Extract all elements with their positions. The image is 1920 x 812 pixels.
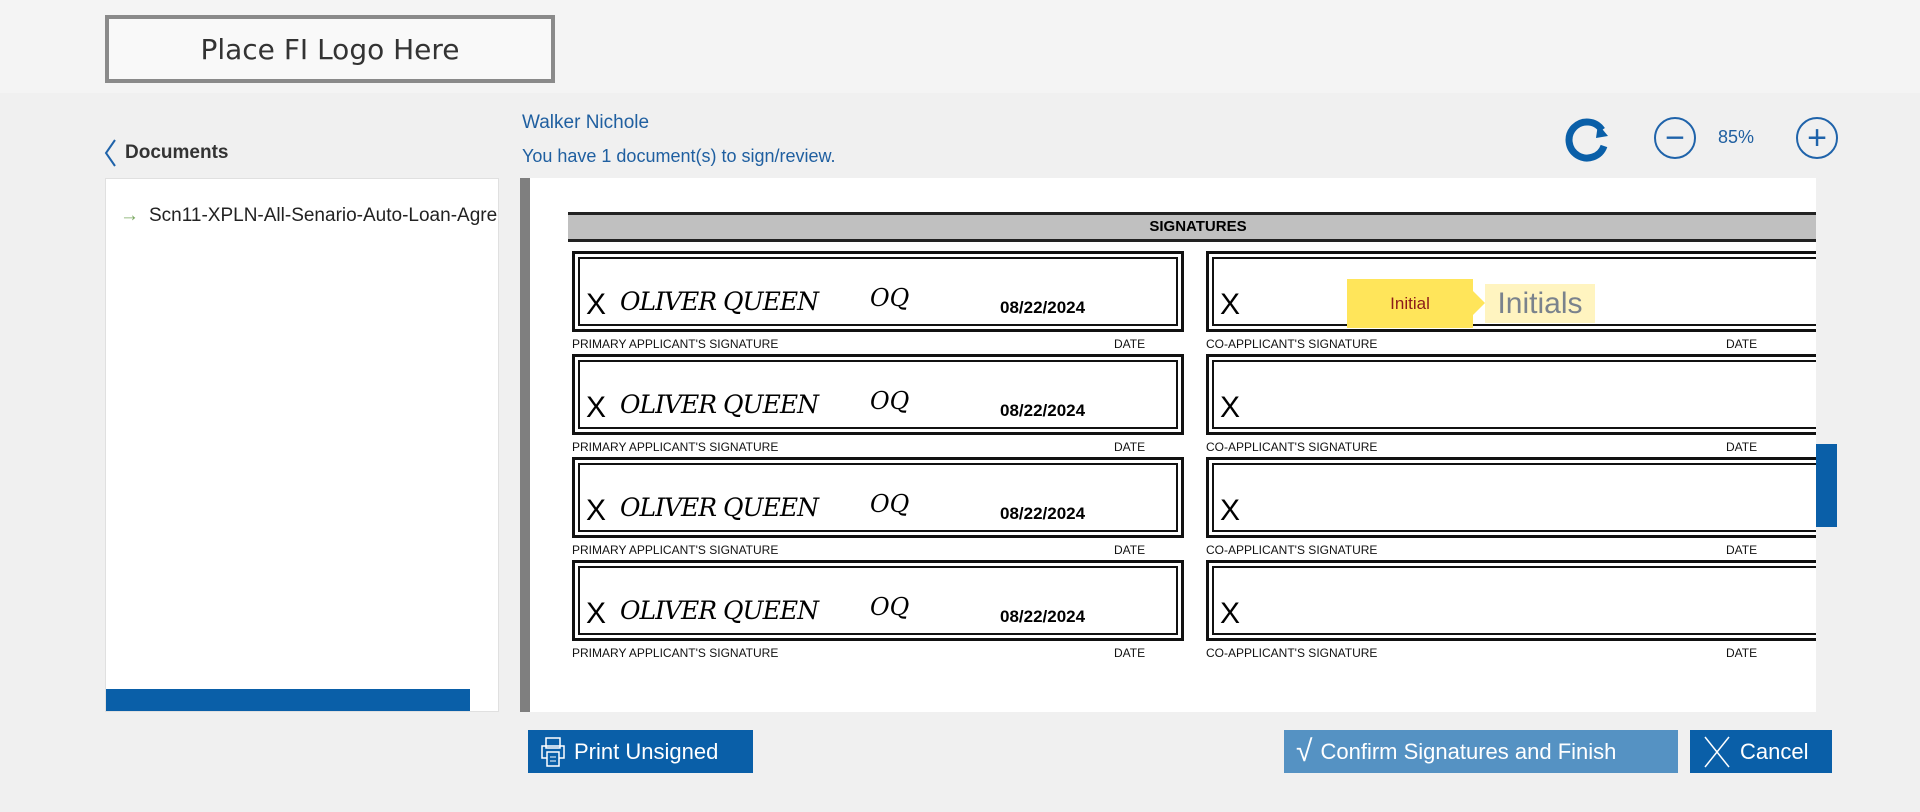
- x-mark: X: [1220, 288, 1241, 321]
- date-label: DATE: [1726, 646, 1758, 660]
- document-name: Scn11-XPLN-All-Senario-Auto-Loan-Agreeme…: [149, 205, 498, 226]
- date-label: DATE: [1726, 440, 1758, 454]
- primary-signature-box: X OLIVER QUEEN OQ 08/22/2024: [572, 251, 1184, 332]
- signature-date: 08/22/2024: [1000, 401, 1086, 420]
- x-mark: X: [586, 391, 607, 424]
- print-label: Print Unsigned: [574, 738, 719, 764]
- printer-icon: [541, 736, 565, 767]
- primary-signature-label: PRIMARY APPLICANT'S SIGNATURE: [572, 543, 779, 557]
- document-list-item[interactable]: → Scn11-XPLN-All-Senario-Auto-Loan-Agreem…: [120, 205, 498, 227]
- rotate-icon[interactable]: [1562, 116, 1614, 164]
- co-signature-label: CO-APPLICANT'S SIGNATURE: [1206, 440, 1378, 454]
- primary-initials[interactable]: OQ: [870, 387, 910, 415]
- primary-initials[interactable]: OQ: [870, 490, 910, 518]
- date-label: DATE: [1726, 543, 1758, 557]
- fi-logo-placeholder: Place FI Logo Here: [105, 15, 555, 83]
- user-name: Walker Nichole: [522, 112, 650, 133]
- co-signature-label: CO-APPLICANT'S SIGNATURE: [1206, 543, 1378, 557]
- co-signature-box[interactable]: X: [1206, 354, 1816, 435]
- x-mark: X: [586, 494, 607, 527]
- signature-date: 08/22/2024: [1000, 298, 1086, 317]
- checkmark-icon: √: [1296, 734, 1313, 768]
- viewer-toolbar: − 85% +: [1560, 112, 1850, 164]
- primary-signature[interactable]: OLIVER QUEEN: [620, 596, 819, 625]
- primary-signature[interactable]: OLIVER QUEEN: [620, 287, 819, 316]
- x-mark: X: [1220, 391, 1241, 424]
- date-label: DATE: [1114, 337, 1146, 351]
- primary-signature-box: X OLIVER QUEEN OQ 08/22/2024: [572, 560, 1184, 641]
- zoom-level: 85%: [1718, 127, 1755, 147]
- co-signature-box[interactable]: X: [1206, 560, 1816, 641]
- section-title: SIGNATURES: [568, 212, 1816, 242]
- zoom-out-button[interactable]: −: [1654, 117, 1696, 159]
- minus-icon: −: [1665, 119, 1685, 157]
- horizontal-scrollbar[interactable]: [106, 689, 470, 711]
- chevron-left-icon: [104, 139, 116, 167]
- primary-signature-label: PRIMARY APPLICANT'S SIGNATURE: [572, 337, 779, 351]
- date-label: DATE: [1114, 440, 1146, 454]
- signature-date: 08/22/2024: [1000, 607, 1086, 626]
- sign-status-message: You have 1 document(s) to sign/review.: [522, 146, 836, 166]
- date-label: DATE: [1726, 337, 1758, 351]
- close-icon: [1704, 736, 1730, 767]
- primary-signature-box: X OLIVER QUEEN OQ 08/22/2024: [572, 354, 1184, 435]
- co-signature-label: CO-APPLICANT'S SIGNATURE: [1206, 646, 1378, 660]
- x-mark: X: [586, 288, 607, 321]
- documents-back-button[interactable]: Documents: [103, 138, 228, 168]
- x-mark: X: [1220, 494, 1241, 527]
- confirm-label: Confirm Signatures and Finish: [1320, 738, 1617, 764]
- zoom-in-button[interactable]: +: [1796, 117, 1838, 159]
- date-label: DATE: [1114, 646, 1146, 660]
- cancel-button[interactable]: Cancel: [1690, 730, 1832, 773]
- confirm-finish-button[interactable]: √ Confirm Signatures and Finish: [1284, 730, 1678, 773]
- primary-signature-box: X OLIVER QUEEN OQ 08/22/2024: [572, 457, 1184, 538]
- signature-date: 08/22/2024: [1000, 504, 1086, 523]
- primary-initials[interactable]: OQ: [870, 593, 910, 621]
- document-list-panel: → Scn11-XPLN-All-Senario-Auto-Loan-Agreem…: [105, 178, 499, 712]
- co-signature-box[interactable]: X: [1206, 457, 1816, 538]
- initials-field[interactable]: Initials: [1485, 284, 1595, 323]
- co-signature-box[interactable]: X: [1206, 251, 1816, 332]
- vertical-scroll-handle[interactable]: [1816, 444, 1837, 527]
- cancel-label: Cancel: [1740, 738, 1809, 764]
- plus-icon: +: [1807, 119, 1827, 157]
- primary-signature-label: PRIMARY APPLICANT'S SIGNATURE: [572, 440, 779, 454]
- primary-signature[interactable]: OLIVER QUEEN: [620, 390, 819, 419]
- print-unsigned-button[interactable]: Print Unsigned: [528, 730, 753, 773]
- arrow-right-icon: →: [120, 205, 139, 226]
- x-mark: X: [586, 597, 607, 630]
- primary-signature-label: PRIMARY APPLICANT'S SIGNATURE: [572, 646, 779, 660]
- co-signature-label: CO-APPLICANT'S SIGNATURE: [1206, 337, 1378, 351]
- primary-signature[interactable]: OLIVER QUEEN: [620, 493, 819, 522]
- document-viewer: SIGNATURES X OLIVER QUEEN OQ 08/22/2024 …: [520, 178, 1816, 712]
- x-mark: X: [1220, 597, 1241, 630]
- date-label: DATE: [1114, 543, 1146, 557]
- documents-label: Documents: [125, 142, 229, 163]
- primary-initials[interactable]: OQ: [870, 284, 910, 312]
- initial-field-tag[interactable]: Initial: [1347, 279, 1485, 328]
